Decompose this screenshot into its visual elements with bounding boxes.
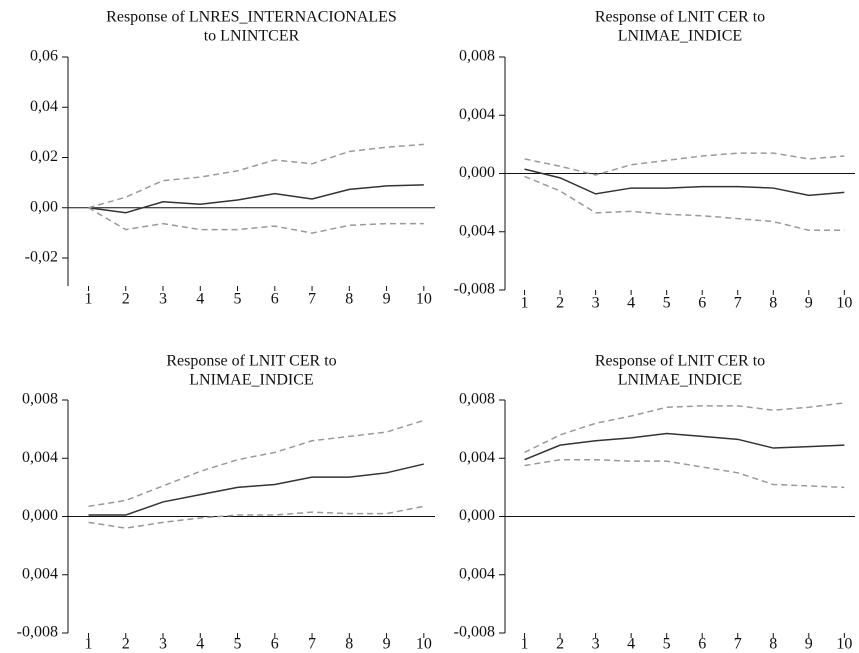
x-tick-label: 10 <box>836 636 852 653</box>
x-tick-label: 2 <box>122 291 130 308</box>
x-tick-label: 4 <box>627 636 635 653</box>
band-line <box>88 505 424 529</box>
x-tick-label: 8 <box>345 291 353 308</box>
y-tick-label: 0,000 <box>459 507 495 524</box>
chart-title: LNIMAE_INDICE <box>189 372 313 389</box>
x-tick-label: 1 <box>84 291 92 308</box>
chart-title: Response of LNRES_INTERNACIONALES <box>106 9 397 26</box>
x-tick-label: 3 <box>159 636 167 653</box>
x-tick-label: 5 <box>234 636 242 653</box>
y-tick-label: 0,004 <box>459 449 495 466</box>
response-line <box>524 432 845 461</box>
x-tick-label: 3 <box>159 291 167 308</box>
y-tick-label: 0,06 <box>30 48 58 65</box>
x-tick-label: 8 <box>769 295 777 312</box>
x-tick-label: 4 <box>196 291 204 308</box>
x-tick-label: 7 <box>734 636 742 653</box>
y-tick-label: 0,008 <box>459 48 495 65</box>
y-tick-label: 0,004 <box>22 449 58 466</box>
x-tick-label: 6 <box>698 636 706 653</box>
x-tick-label: 1 <box>521 636 529 653</box>
x-tick-label: 2 <box>556 295 564 312</box>
x-tick-label: 2 <box>122 636 130 653</box>
y-tick-label: 0,004 <box>459 565 495 582</box>
x-tick-label: 4 <box>196 636 204 653</box>
x-tick-label: 10 <box>836 295 852 312</box>
y-tick-label: 0,000 <box>459 164 495 181</box>
band-line <box>88 419 425 508</box>
y-tick-label: 0,008 <box>22 391 58 408</box>
x-tick-label: 5 <box>234 291 242 308</box>
band-line <box>524 458 845 489</box>
x-tick-label: 7 <box>308 291 316 308</box>
y-tick-label: 0,008 <box>459 391 495 408</box>
x-tick-label: 3 <box>592 295 600 312</box>
x-tick-label: 3 <box>592 636 600 653</box>
x-tick-label: 6 <box>698 295 706 312</box>
x-tick-label: 5 <box>663 295 671 312</box>
y-tick-label: 0,004 <box>22 565 58 582</box>
x-tick-label: 9 <box>383 636 391 653</box>
chart-title: to LNINTCER <box>204 28 300 45</box>
y-tick-label: -0,008 <box>454 281 495 298</box>
x-tick-label: 9 <box>805 636 813 653</box>
y-tick-label: -0,008 <box>17 624 58 641</box>
x-tick-label: 8 <box>345 636 353 653</box>
x-tick-label: 10 <box>416 291 432 308</box>
response-line <box>88 463 424 516</box>
response-line <box>524 168 845 197</box>
y-tick-label: 0,04 <box>30 98 58 115</box>
x-tick-label: 6 <box>271 291 279 308</box>
x-tick-label: 1 <box>521 295 529 312</box>
y-tick-label: 0,00 <box>30 198 58 215</box>
chart-title: LNIMAE_INDICE <box>618 372 742 389</box>
y-tick-label: -0,008 <box>454 624 495 641</box>
response-line <box>88 184 424 214</box>
x-tick-label: 10 <box>416 636 432 653</box>
y-tick-label: 0,000 <box>22 507 58 524</box>
chart-title: Response of LNIT CER to <box>166 353 336 370</box>
x-tick-label: 7 <box>308 636 316 653</box>
band-line <box>524 152 845 176</box>
chart-title: Response of LNIT CER to <box>595 9 765 26</box>
band-line <box>524 175 845 232</box>
y-tick-label: 0,004 <box>459 222 495 239</box>
chart-title: Response of LNIT CER to <box>595 353 765 370</box>
x-tick-label: 9 <box>805 295 813 312</box>
band-line <box>88 207 424 234</box>
x-tick-label: 7 <box>734 295 742 312</box>
band-line <box>524 402 845 454</box>
y-tick-label: 0,004 <box>459 106 495 123</box>
chart-title: LNIMAE_INDICE <box>618 28 742 45</box>
x-tick-label: 5 <box>663 636 671 653</box>
x-tick-label: 2 <box>556 636 564 653</box>
x-tick-label: 9 <box>383 291 391 308</box>
x-tick-label: 1 <box>84 636 92 653</box>
x-tick-label: 6 <box>271 636 279 653</box>
y-tick-label: 0,02 <box>30 148 58 165</box>
x-tick-label: 4 <box>627 295 635 312</box>
band-line <box>88 143 424 209</box>
y-tick-label: -0,02 <box>25 249 58 266</box>
x-tick-label: 8 <box>769 636 777 653</box>
